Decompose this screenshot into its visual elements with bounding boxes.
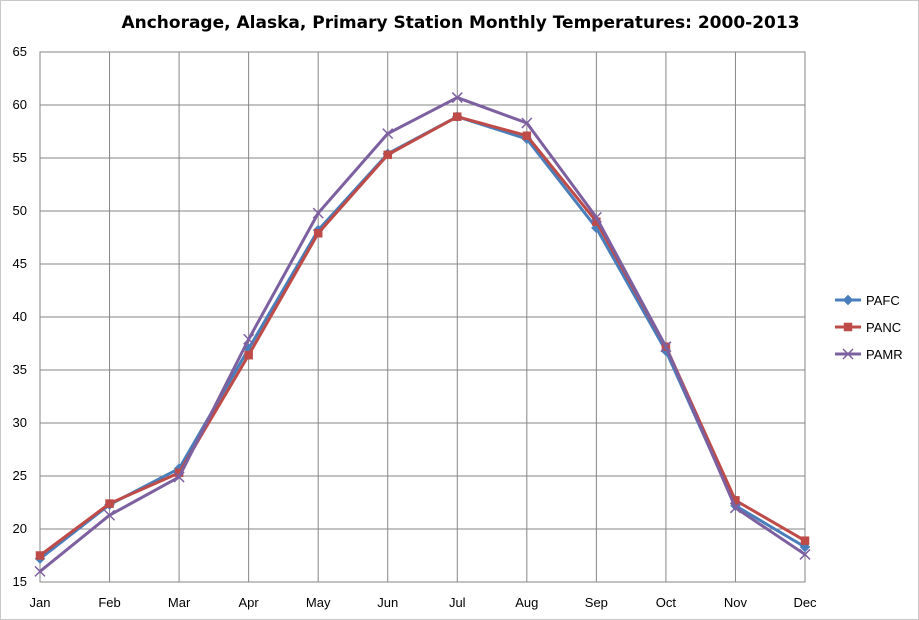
y-tick-label: 20 xyxy=(13,521,27,536)
series-line xyxy=(39,96,806,573)
data-point xyxy=(173,471,185,483)
y-tick-label: 45 xyxy=(13,256,27,271)
data-point xyxy=(104,509,116,521)
data-point xyxy=(243,333,255,345)
plot-area-border xyxy=(39,51,806,583)
data-point xyxy=(244,350,253,360)
data-point xyxy=(312,207,324,219)
x-tick-label: Oct xyxy=(656,595,677,610)
y-tick-label: 30 xyxy=(13,415,27,430)
legend-item: PANC xyxy=(835,320,901,335)
data-point xyxy=(453,112,462,121)
data-point xyxy=(383,150,392,160)
chart-title: Anchorage, Alaska, Primary Station Month… xyxy=(121,13,799,33)
legend-marker xyxy=(842,348,854,360)
legend-marker xyxy=(842,294,854,306)
data-point xyxy=(799,548,811,560)
x-tick-label: Apr xyxy=(239,595,260,610)
data-point xyxy=(729,502,741,514)
data-point xyxy=(522,131,532,140)
x-tick-label: May xyxy=(306,595,331,610)
x-tick-label: Sep xyxy=(585,595,608,610)
grid xyxy=(39,51,806,583)
y-tick-label: 50 xyxy=(13,203,27,218)
y-tick-label: 40 xyxy=(13,309,27,324)
series-pamr xyxy=(34,92,811,577)
x-tick-label: Jul xyxy=(449,595,466,610)
y-tick-label: 60 xyxy=(13,97,27,112)
y-tick-label: 25 xyxy=(13,468,27,483)
legend-item: PAFC xyxy=(835,293,900,308)
legend-label: PANC xyxy=(866,320,901,335)
y-tick-label: 35 xyxy=(13,362,27,377)
legend-label: PAMR xyxy=(866,347,903,362)
legend-marker xyxy=(843,322,853,332)
y-axis-ticks: 15 20 25 30 35 40 45 50 55 60 65 xyxy=(13,44,27,589)
legend-item: PAMR xyxy=(835,347,903,362)
x-tick-label: Mar xyxy=(168,595,191,610)
data-point xyxy=(34,565,46,577)
legend-label: PAFC xyxy=(866,293,900,308)
data-point xyxy=(451,92,463,104)
data-point xyxy=(35,551,45,560)
x-tick-label: Dec xyxy=(793,595,817,610)
series xyxy=(34,92,811,577)
x-tick-label: Aug xyxy=(515,595,538,610)
y-tick-label: 15 xyxy=(13,574,27,589)
legend: PAFC PANC PAMR xyxy=(835,293,903,362)
data-point xyxy=(313,229,323,238)
data-point xyxy=(521,117,533,129)
data-point xyxy=(800,536,810,545)
y-tick-label: 55 xyxy=(13,150,27,165)
series-line xyxy=(39,115,806,560)
data-point xyxy=(590,211,602,223)
y-tick-label: 65 xyxy=(13,44,27,59)
data-point xyxy=(660,341,672,353)
data-point xyxy=(382,128,394,140)
x-axis-ticks: Jan Feb Mar Apr May Jun Jul Aug Sep Oct Nov Dec xyxy=(30,595,818,610)
x-tick-label: Jan xyxy=(30,595,51,610)
x-tick-label: Feb xyxy=(98,595,120,610)
x-tick-label: Nov xyxy=(724,595,748,610)
data-point xyxy=(105,499,114,508)
x-tick-label: Jun xyxy=(377,595,398,610)
series-pafc xyxy=(34,111,811,565)
